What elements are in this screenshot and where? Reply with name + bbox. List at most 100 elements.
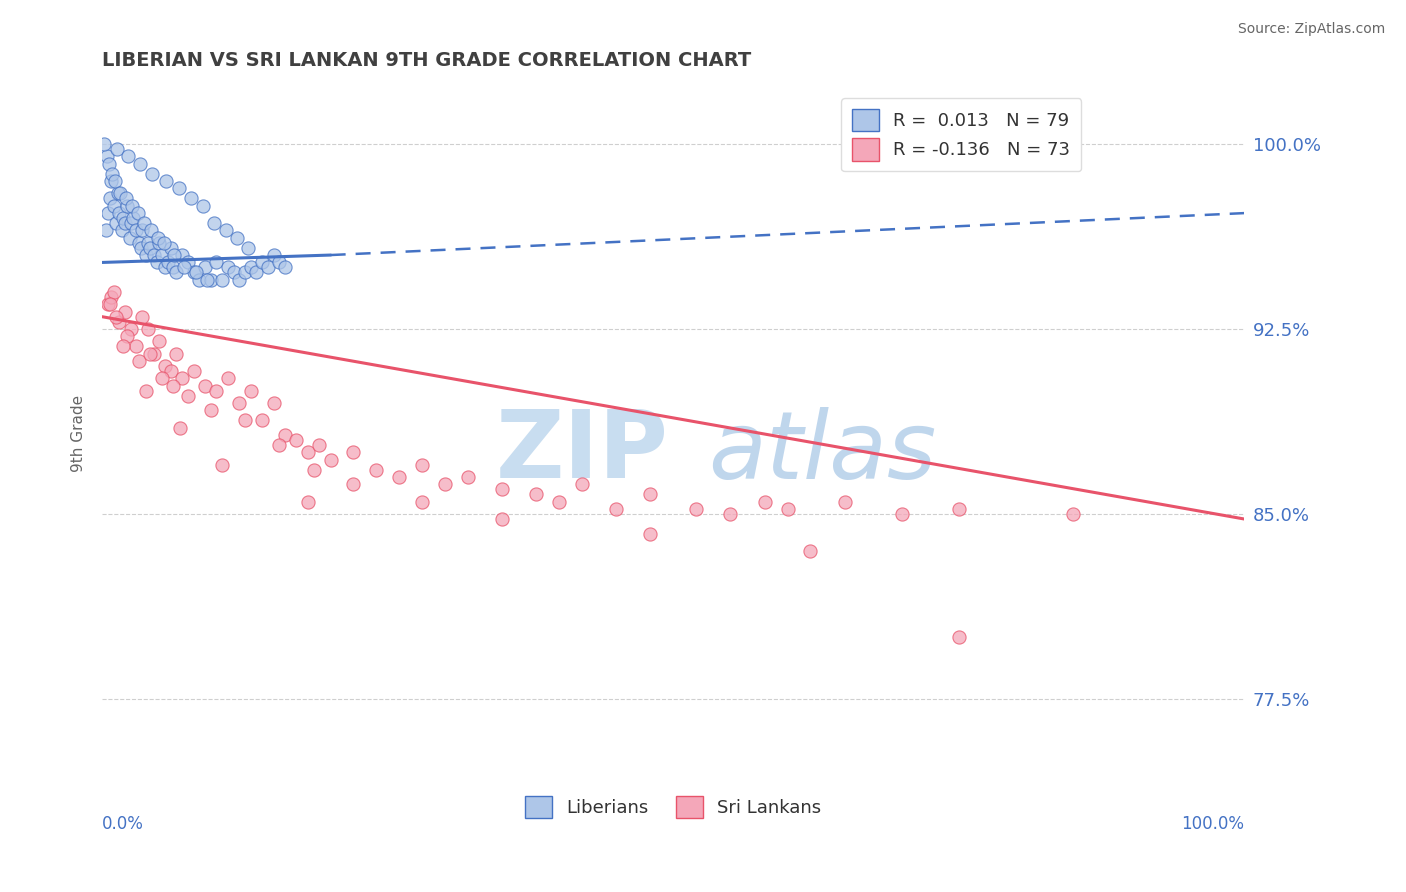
- Point: [308, 438, 330, 452]
- Point: [188, 273, 211, 287]
- Point: [120, 216, 142, 230]
- Point: [799, 544, 821, 558]
- Point: [200, 403, 222, 417]
- Point: [238, 241, 260, 255]
- Point: [134, 216, 156, 230]
- Point: [117, 329, 139, 343]
- Point: [191, 199, 214, 213]
- Point: [148, 334, 170, 349]
- Point: [948, 631, 970, 645]
- Point: [114, 216, 136, 230]
- Point: [153, 359, 176, 373]
- Point: [104, 174, 127, 188]
- Point: [100, 174, 122, 188]
- Point: [136, 322, 159, 336]
- Point: [173, 260, 195, 275]
- Point: [125, 339, 148, 353]
- Point: [263, 396, 285, 410]
- Point: [457, 470, 479, 484]
- Point: [172, 371, 194, 385]
- Point: [491, 512, 513, 526]
- Point: [155, 174, 177, 188]
- Point: [167, 181, 190, 195]
- Text: 100.0%: 100.0%: [1181, 815, 1244, 833]
- Point: [114, 305, 136, 319]
- Point: [1062, 507, 1084, 521]
- Point: [177, 389, 200, 403]
- Point: [411, 495, 433, 509]
- Point: [177, 255, 200, 269]
- Point: [165, 347, 187, 361]
- Point: [205, 255, 228, 269]
- Point: [250, 255, 273, 269]
- Point: [142, 248, 165, 262]
- Point: [233, 265, 256, 279]
- Point: [718, 507, 741, 521]
- Point: [117, 149, 139, 163]
- Point: [263, 248, 285, 262]
- Point: [135, 248, 157, 262]
- Point: [491, 483, 513, 497]
- Point: [214, 223, 236, 237]
- Point: [233, 413, 256, 427]
- Point: [139, 241, 162, 255]
- Point: [125, 223, 148, 237]
- Point: [146, 255, 169, 269]
- Point: [93, 136, 115, 151]
- Point: [184, 265, 207, 279]
- Point: [153, 260, 176, 275]
- Point: [250, 413, 273, 427]
- Point: [172, 248, 194, 262]
- Point: [285, 433, 308, 447]
- Point: [129, 157, 152, 171]
- Point: [131, 223, 153, 237]
- Point: [228, 396, 250, 410]
- Point: [96, 149, 118, 163]
- Point: [605, 502, 627, 516]
- Point: [411, 458, 433, 472]
- Text: Source: ZipAtlas.com: Source: ZipAtlas.com: [1237, 22, 1385, 37]
- Point: [195, 273, 218, 287]
- Point: [754, 495, 776, 509]
- Point: [183, 364, 205, 378]
- Point: [183, 265, 205, 279]
- Point: [97, 206, 120, 220]
- Point: [194, 379, 217, 393]
- Point: [128, 235, 150, 250]
- Point: [117, 199, 139, 213]
- Point: [129, 241, 152, 255]
- Point: [103, 285, 125, 299]
- Point: [217, 260, 239, 275]
- Point: [100, 290, 122, 304]
- Point: [118, 231, 141, 245]
- Point: [433, 477, 456, 491]
- Point: [131, 310, 153, 324]
- Point: [97, 297, 120, 311]
- Point: [111, 211, 134, 225]
- Point: [776, 502, 799, 516]
- Point: [239, 384, 262, 398]
- Point: [136, 235, 159, 250]
- Point: [548, 495, 571, 509]
- Point: [110, 186, 132, 201]
- Point: [120, 322, 142, 336]
- Y-axis label: 9th Grade: 9th Grade: [72, 395, 86, 473]
- Point: [148, 235, 170, 250]
- Point: [302, 463, 325, 477]
- Text: atlas: atlas: [707, 407, 936, 498]
- Point: [256, 260, 278, 275]
- Point: [105, 142, 128, 156]
- Point: [159, 241, 181, 255]
- Point: [157, 255, 180, 269]
- Point: [162, 260, 184, 275]
- Point: [685, 502, 707, 516]
- Point: [388, 470, 411, 484]
- Point: [150, 371, 173, 385]
- Point: [217, 371, 239, 385]
- Point: [222, 265, 245, 279]
- Point: [141, 223, 163, 237]
- Point: [269, 255, 291, 269]
- Point: [150, 248, 173, 262]
- Point: [104, 216, 127, 230]
- Text: LIBERIAN VS SRI LANKAN 9TH GRADE CORRELATION CHART: LIBERIAN VS SRI LANKAN 9TH GRADE CORRELA…: [103, 51, 751, 70]
